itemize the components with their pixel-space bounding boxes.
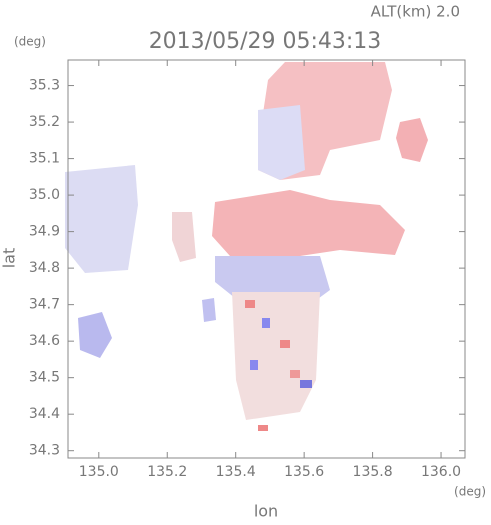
echo xyxy=(172,212,196,262)
echo xyxy=(396,118,428,162)
echo xyxy=(232,292,320,420)
echo xyxy=(202,298,216,322)
y-tick-label: 35.1 xyxy=(29,151,60,167)
echo xyxy=(212,190,405,256)
echo xyxy=(65,165,138,273)
x-tick-label: 135.8 xyxy=(353,464,393,480)
echo xyxy=(258,105,305,180)
y-axis-label: lat xyxy=(0,248,19,269)
x-tick-label: 135.0 xyxy=(79,464,119,480)
y-tick-label: 35.0 xyxy=(29,187,60,203)
y-tick-label: 34.3 xyxy=(29,443,60,459)
x-tick-label: 135.6 xyxy=(284,464,324,480)
echo xyxy=(245,300,255,308)
y-tick-label: 34.8 xyxy=(29,260,60,276)
x-tick-label: 135.4 xyxy=(216,464,256,480)
y-unit: (deg) xyxy=(14,35,46,49)
echo xyxy=(78,312,112,358)
y-tick-label: 34.7 xyxy=(29,297,60,313)
echoes xyxy=(65,62,428,431)
y-tick-label: 34.9 xyxy=(29,224,60,240)
y-tick-label: 34.5 xyxy=(29,370,60,386)
y-tick-label: 34.6 xyxy=(29,333,60,349)
chart-title: 2013/05/29 05:43:13 xyxy=(149,29,382,54)
echo xyxy=(262,318,270,328)
echo xyxy=(290,370,300,378)
echo xyxy=(258,425,268,431)
plot-frame xyxy=(67,59,466,459)
x-axis-label: lon xyxy=(254,502,278,521)
echo xyxy=(300,380,312,388)
x-tick-label: 135.2 xyxy=(147,464,187,480)
altitude-label: ALT(km) 2.0 xyxy=(371,3,460,21)
echo xyxy=(250,360,258,370)
y-tick-label: 35.3 xyxy=(29,78,60,94)
y-tick-label: 35.2 xyxy=(29,114,60,130)
echo xyxy=(280,340,290,348)
x-unit: (deg) xyxy=(454,485,486,499)
y-tick-label: 34.4 xyxy=(29,406,60,422)
x-tick-label: 136.0 xyxy=(421,464,461,480)
